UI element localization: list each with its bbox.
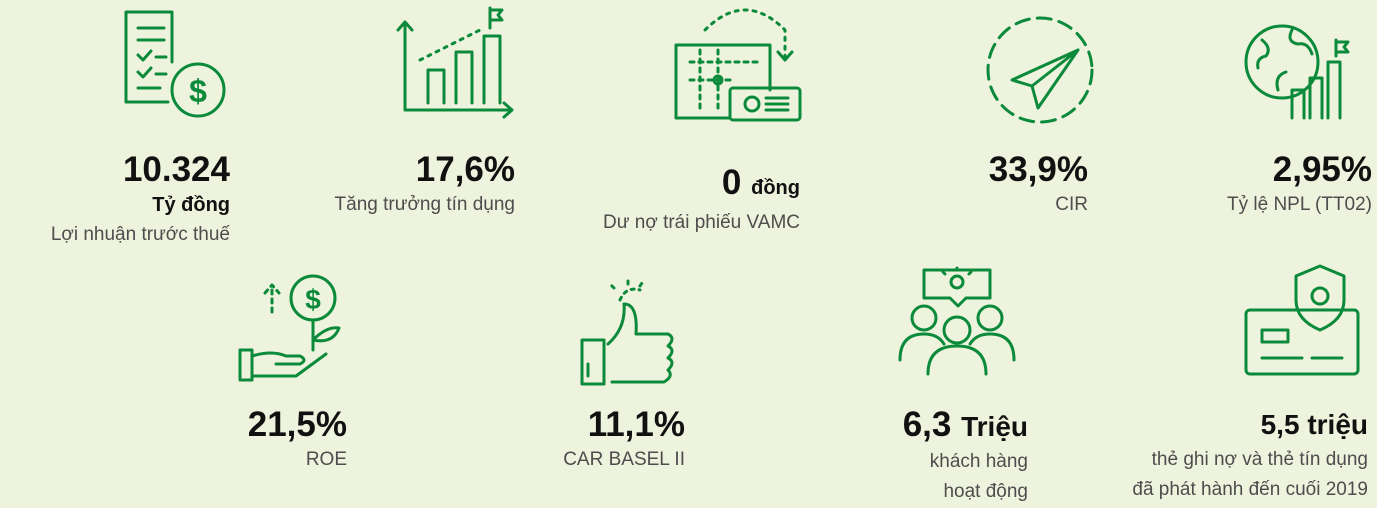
stat-value: 11,1% (587, 405, 685, 444)
icon-roe: $ (238, 274, 341, 382)
stat-label: ROE (305, 449, 347, 470)
stat: 21,5% ROE (248, 405, 347, 475)
stat: 5,5 triệu thẻ ghi nợ và thẻ tín dụng đã … (1132, 405, 1368, 505)
stat: 11,1% CAR BASEL II (563, 405, 685, 475)
stat-label: Lợi nhuận trước thuế (50, 224, 230, 245)
stat: 2,95% Tỷ lệ NPL (TT02) (1227, 150, 1372, 220)
stat-label: hoạt động (943, 481, 1028, 502)
stat-value: 21,5% (247, 405, 347, 444)
stat-label: đã phát hành đến cuối 2019 (1132, 479, 1368, 500)
icon-car (580, 276, 674, 386)
stat-unit: Triệu (961, 411, 1028, 442)
stat: 0 đồng Dư nợ trái phiếu VAMC (603, 163, 800, 238)
stat-label: Dư nợ trái phiếu VAMC (603, 212, 800, 233)
stat-label: khách hàng (929, 451, 1028, 472)
icon-growth (396, 6, 514, 119)
icon-cir (986, 16, 1094, 124)
icon-vamc (674, 8, 802, 122)
stat-value: 10.324 (122, 150, 230, 189)
svg-text:$: $ (305, 284, 321, 315)
stat: 17,6% Tăng trưởng tín dụng (335, 150, 515, 220)
stat-label: CAR BASEL II (563, 449, 685, 470)
stat-label: CIR (1055, 194, 1088, 215)
svg-text:$: $ (189, 73, 207, 109)
stat-value: 5,5 triệu (1260, 409, 1368, 440)
stat-value: 0 (721, 163, 742, 202)
icon-card (1244, 264, 1360, 376)
icon-customers (898, 266, 1016, 376)
stat-value: 17,6% (415, 150, 515, 189)
stat: 10.324 Tỷ đồng Lợi nhuận trước thuế (51, 150, 230, 250)
stat-label: Tỷ lệ NPL (TT02) (1227, 194, 1372, 215)
stat-unit: đồng (751, 177, 800, 199)
stat-label: Tăng trưởng tín dụng (334, 194, 515, 215)
icon-report: $ (124, 10, 226, 118)
stat-label: thẻ ghi nợ và thẻ tín dụng (1151, 449, 1368, 470)
stat-unit: Tỷ đồng (152, 194, 230, 216)
stat: 33,9% CIR (989, 150, 1088, 220)
stat-value: 2,95% (1272, 150, 1372, 189)
stat-value: 6,3 (902, 405, 952, 444)
stat: 6,3 Triệu khách hàng hoạt động (903, 405, 1028, 507)
stat-value: 33,9% (988, 150, 1088, 189)
icon-npl (1244, 24, 1350, 120)
